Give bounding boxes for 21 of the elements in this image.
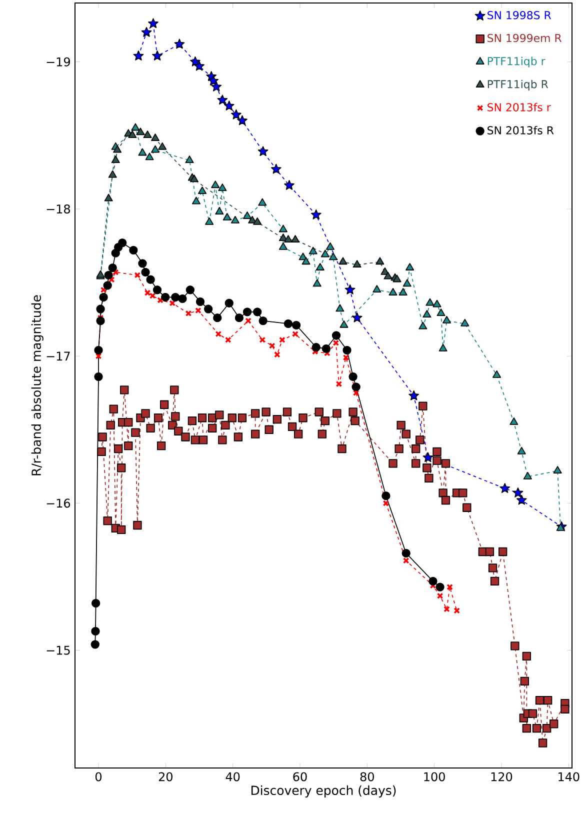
y-tick-label: −19 [46, 57, 70, 66]
legend-label: PTF11iqb r [488, 56, 546, 68]
legend-label: SN 1998S R [488, 11, 552, 20]
x-tick-label: 0 [95, 772, 102, 782]
legend-label: SN 2013fs R [488, 126, 554, 134]
y-tick-label: −18 [46, 204, 70, 214]
x-tick-label: 80 [360, 772, 374, 782]
x-tick-label: 120 [491, 772, 512, 782]
y-tick-label: −17 [46, 352, 70, 360]
legend-label: SN 2013fs r [488, 102, 551, 112]
x-tick-label: 40 [226, 772, 240, 782]
legend-label: PTF11iqb R [488, 80, 548, 90]
y-tick-label: −15 [46, 646, 70, 655]
y-axis-title: R/r-band absolute magnitude [31, 295, 44, 476]
x-tick-label: 60 [293, 772, 307, 782]
x-tick-label: 140 [558, 772, 580, 782]
legend-label: SN 1999em R [488, 34, 562, 42]
x-tick-label: 20 [158, 772, 172, 782]
x-tick-label: 100 [424, 772, 445, 782]
x-axis-title: Discovery epoch (days) [251, 785, 396, 798]
y-tick-label: −16 [46, 498, 70, 508]
